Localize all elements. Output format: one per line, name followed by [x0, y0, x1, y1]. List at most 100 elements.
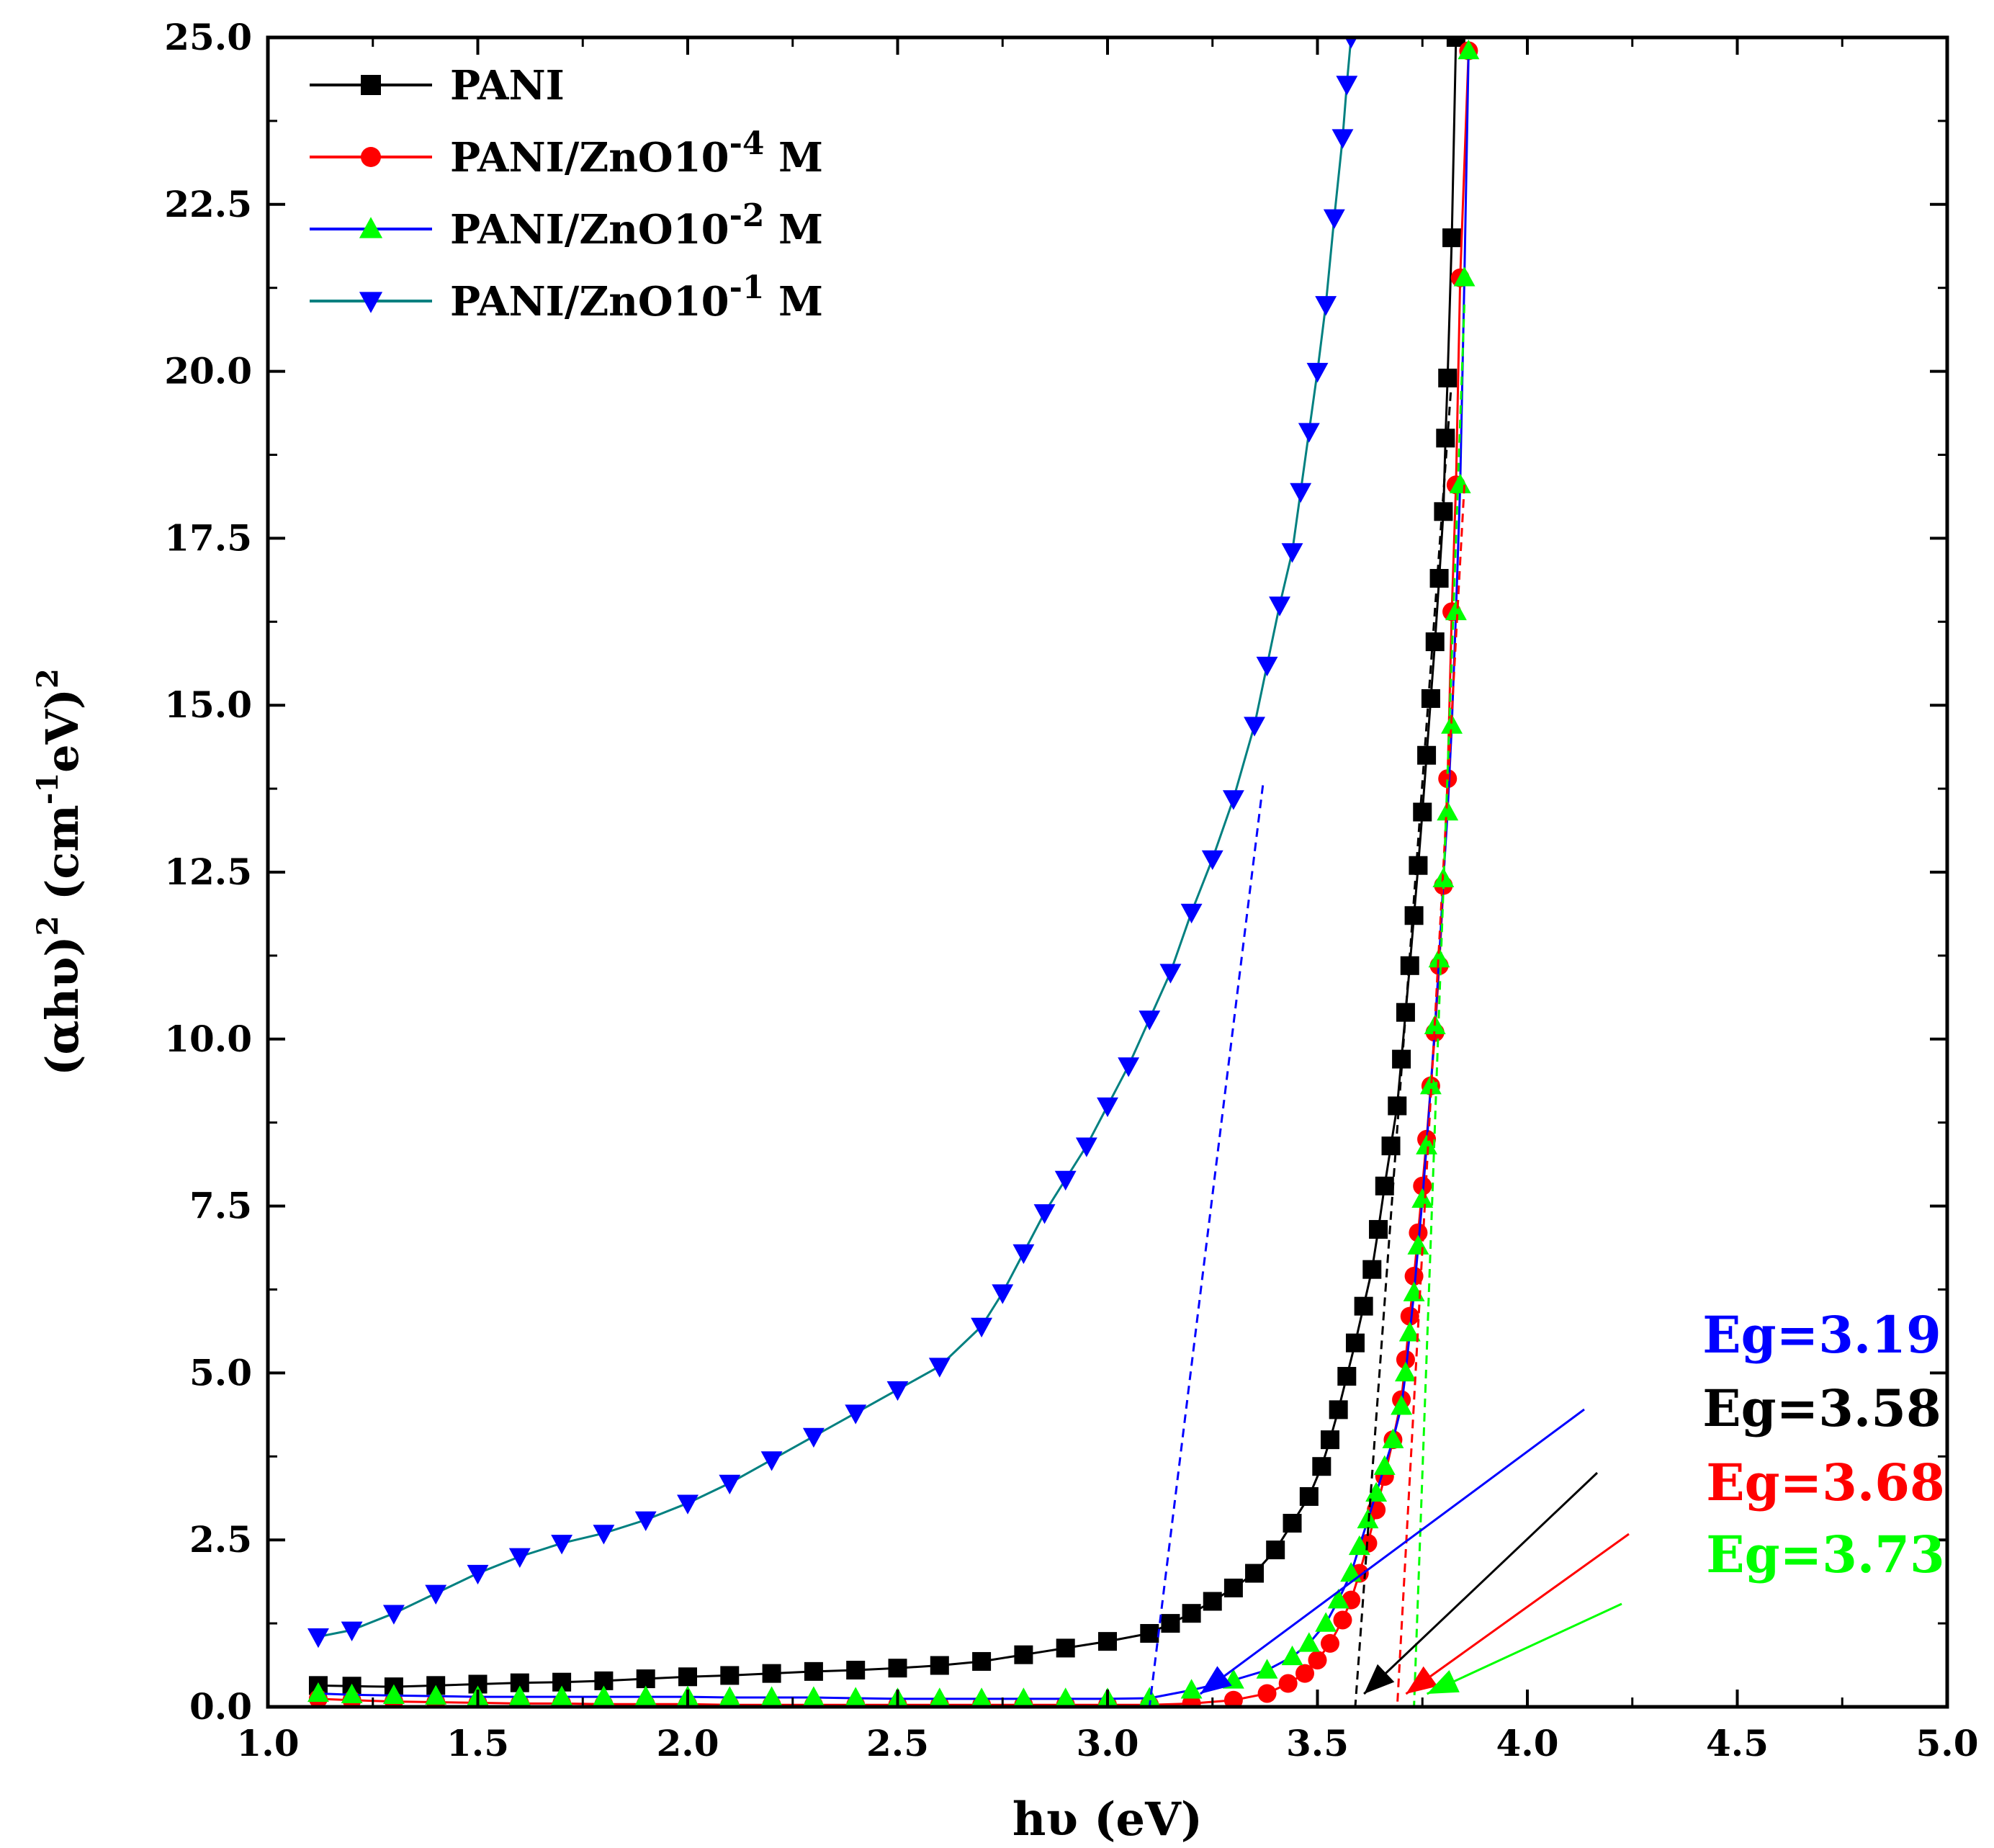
- eg-label: Eg=3.73: [1706, 1525, 1944, 1584]
- x-tick-label: 3.5: [1286, 1722, 1349, 1764]
- data-point: [1340, 1561, 1362, 1582]
- y-label-unit-2: eV): [36, 688, 89, 773]
- data-point: [1281, 1645, 1303, 1666]
- data-point: [1333, 1610, 1352, 1630]
- x-tick-label: 4.0: [1496, 1722, 1559, 1764]
- y-axis: 0.0 2.5 5.0 7.5 10.0 12.5 15.0 17.5 20.0 22.5 25.0: [164, 16, 1947, 1728]
- data-point: [888, 1659, 907, 1678]
- data-point: [1345, 1333, 1365, 1353]
- data-point: [1014, 1645, 1033, 1664]
- data-point: [382, 1684, 405, 1704]
- legend-label: PANI: [450, 62, 565, 109]
- y-tick-label: 12.5: [164, 851, 252, 893]
- y-tick-label: 0.0: [189, 1685, 252, 1728]
- data-point: [1315, 296, 1337, 316]
- data-point: [1278, 1674, 1298, 1693]
- data-point: [467, 1564, 489, 1585]
- data-point: [846, 1661, 866, 1680]
- legend-marker: [359, 217, 383, 238]
- data-point: [1362, 1260, 1382, 1279]
- data-point: [1323, 209, 1345, 229]
- data-point: [1382, 1428, 1404, 1448]
- data-point: [636, 1669, 655, 1689]
- data-point: [1429, 569, 1449, 588]
- data-point: [307, 1682, 329, 1703]
- legend-label: PANI/ZnO10-4 M: [450, 125, 823, 181]
- eg-arrow-line: [1199, 1408, 1585, 1695]
- legend-label-sup: -1: [729, 269, 765, 306]
- data-point: [1075, 1137, 1097, 1157]
- eg-arrows: [1199, 1408, 1630, 1695]
- legend-label-sup: -2: [729, 197, 765, 234]
- data-point: [1365, 1481, 1388, 1502]
- data-point: [720, 1666, 740, 1685]
- y-tick-label: 22.5: [164, 183, 252, 225]
- data-point: [886, 1381, 909, 1401]
- y-tick-label: 15.0: [164, 683, 252, 726]
- data-point: [634, 1511, 657, 1531]
- data-point: [1421, 688, 1440, 708]
- data-point: [1445, 600, 1467, 621]
- y-label-unit: (cm: [36, 804, 89, 915]
- data-point: [972, 1651, 992, 1671]
- legend-label-suffix: M: [765, 134, 823, 181]
- data-point: [802, 1427, 825, 1448]
- data-point: [1434, 502, 1453, 521]
- data-point: [551, 1535, 573, 1555]
- data-point: [1446, 37, 1465, 47]
- data-point: [1290, 483, 1312, 503]
- data-point: [1388, 1096, 1407, 1116]
- data-point: [1369, 1220, 1388, 1239]
- fit-line: [1148, 785, 1265, 1708]
- data-point: [1428, 947, 1450, 968]
- data-point: [1054, 1170, 1077, 1191]
- y-tick-label: 5.0: [189, 1351, 252, 1394]
- data-point: [804, 1661, 823, 1681]
- data-point: [593, 1685, 615, 1705]
- fit-line: [1396, 485, 1466, 1708]
- y-label-base: (αhυ): [36, 936, 89, 1075]
- series-1: [308, 37, 1465, 1697]
- data-point: [1097, 1097, 1118, 1118]
- data-point: [928, 1358, 951, 1378]
- x-tick-label: 2.0: [657, 1722, 719, 1764]
- data-point: [1012, 1687, 1035, 1707]
- data-point: [1436, 429, 1455, 448]
- data-point: [425, 1685, 447, 1705]
- data-point: [1329, 1400, 1348, 1419]
- data-point: [1298, 1632, 1320, 1652]
- x-tick-label: 3.0: [1077, 1722, 1139, 1764]
- data-point: [551, 1685, 573, 1705]
- x-tick-label: 4.5: [1706, 1722, 1769, 1764]
- data-point: [1394, 1361, 1416, 1382]
- data-point: [1391, 1395, 1413, 1415]
- data-point: [1417, 745, 1437, 765]
- data-point: [1336, 76, 1358, 96]
- data-point: [634, 1685, 657, 1705]
- data-point: [1161, 1614, 1180, 1633]
- data-point: [1269, 596, 1290, 616]
- eg-arrow-line: [1405, 1533, 1630, 1695]
- data-point: [845, 1687, 867, 1707]
- data-point: [678, 1667, 697, 1687]
- data-point: [1012, 1244, 1035, 1265]
- eg-arrow-line: [1363, 1471, 1599, 1695]
- data-point: [992, 1284, 1014, 1304]
- data-point: [341, 1621, 363, 1641]
- x-tick-label: 2.5: [866, 1722, 929, 1764]
- eg-label: Eg=3.58: [1702, 1378, 1941, 1438]
- data-point: [1409, 856, 1428, 875]
- data-point: [1449, 473, 1471, 493]
- eg-arrow-head: [1427, 1669, 1460, 1694]
- series-4: [307, 37, 1358, 1649]
- data-point: [1055, 1687, 1077, 1707]
- data-point: [1201, 850, 1223, 871]
- data-point: [1033, 1204, 1056, 1224]
- data-point: [341, 1683, 363, 1704]
- data-point: [719, 1474, 741, 1494]
- legend-label-suffix: M: [765, 206, 823, 254]
- data-point: [1244, 717, 1265, 737]
- y-label-sup-1: 2: [31, 916, 65, 936]
